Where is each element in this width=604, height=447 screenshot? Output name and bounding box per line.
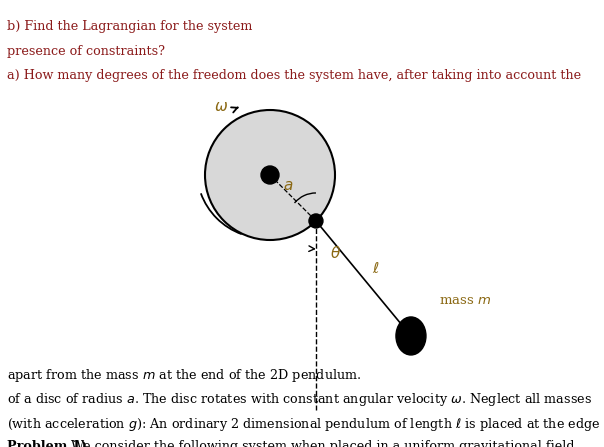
Circle shape	[309, 214, 323, 228]
Text: Problem 1): Problem 1)	[7, 440, 87, 447]
Circle shape	[205, 110, 335, 240]
Text: $\omega$: $\omega$	[214, 100, 228, 114]
Ellipse shape	[396, 317, 426, 355]
Text: mass $m$: mass $m$	[439, 295, 491, 308]
Circle shape	[261, 166, 279, 184]
Text: b) Find the Lagrangian for the system: b) Find the Lagrangian for the system	[7, 20, 252, 33]
Text: $a$: $a$	[283, 179, 293, 193]
Text: presence of constraints?: presence of constraints?	[7, 45, 165, 58]
Text: of a disc of radius $a$. The disc rotates with constant angular velocity $\omega: of a disc of radius $a$. The disc rotate…	[7, 391, 593, 408]
Text: (with acceleration $g$): An ordinary 2 dimensional pendulum of length $\ell$ is : (with acceleration $g$): An ordinary 2 d…	[7, 416, 601, 433]
Text: $\ell$: $\ell$	[371, 261, 379, 276]
Text: a) How many degrees of the freedom does the system have, after taking into accou: a) How many degrees of the freedom does …	[7, 69, 582, 82]
Text: $\theta$: $\theta$	[330, 245, 341, 261]
Text: We consider the following system when placed in a uniform gravitational field: We consider the following system when pl…	[71, 440, 575, 447]
Text: apart from the mass $m$ at the end of the 2D pendulum.: apart from the mass $m$ at the end of th…	[7, 367, 362, 384]
